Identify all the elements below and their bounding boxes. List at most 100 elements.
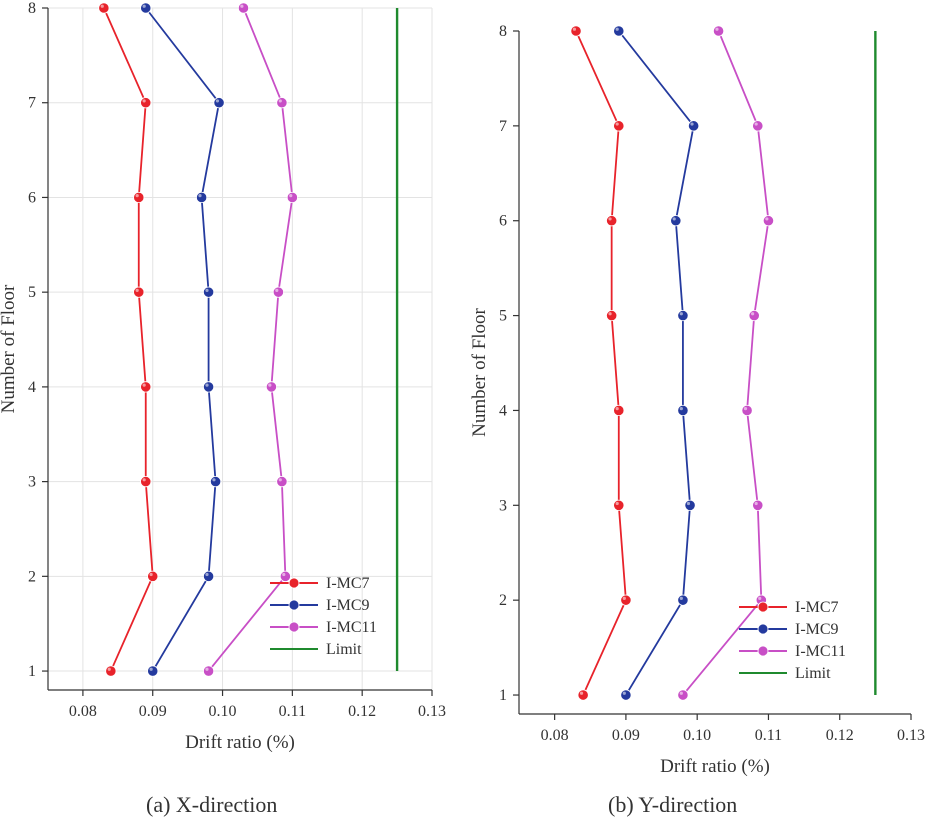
y-direction-point-i-mc11-0: [677, 689, 689, 701]
y-direction-series-i-mc11: [677, 25, 775, 701]
y-direction-point-i-mc11-6: [752, 120, 764, 132]
x-direction-y-tick-label-2: 3: [28, 474, 36, 491]
y-direction-point-highlight-i-mc11-5: [765, 217, 769, 221]
x-direction-series-line-i-mc9: [145, 7, 221, 672]
y-direction-y-tick-label-1: 2: [499, 592, 507, 609]
x-direction-y-axis-title: Number of Floor: [0, 284, 19, 413]
x-direction-legend-marker-i-mc11: [288, 621, 300, 633]
x-direction-y-tick-label-7: 8: [28, 0, 36, 17]
x-direction-point-highlight-i-mc9-5: [198, 194, 202, 198]
y-direction-point-i-mc11-2: [752, 499, 764, 511]
x-direction-legend-label-limit: Limit: [326, 641, 362, 658]
x-direction-series-line-i-mc11: [207, 7, 294, 672]
x-direction-series-i-mc7: [98, 2, 159, 677]
chart-caption-y-direction: (b) Y-direction: [608, 792, 738, 817]
x-direction-y-tick-label-6: 7: [28, 95, 36, 112]
y-direction-series-line-i-mc7: [575, 30, 627, 696]
y-direction-series-line-i-mc9: [618, 30, 695, 696]
y-direction-legend-label-i-mc9: I-MC9: [795, 621, 839, 638]
x-direction-x-tick-label-0: 0.08: [69, 703, 97, 720]
y-direction-point-highlight-i-mc7-0: [579, 691, 584, 695]
y-direction-point-i-mc9-0: [620, 689, 632, 701]
x-direction-point-highlight-i-mc11-1: [282, 572, 286, 577]
x-direction-point-highlight-i-mc7-5: [135, 194, 139, 198]
x-direction-point-highlight-i-mc11-6: [278, 99, 282, 103]
x-direction-x-tick-label-5: 0.13: [418, 703, 446, 720]
y-direction-y-tick-label-6: 7: [499, 118, 507, 135]
x-direction-point-highlight-i-mc11-7: [240, 4, 244, 8]
y-direction-x-tick-label-3: 0.11: [755, 727, 782, 744]
x-direction-legend-marker-i-mc9: [288, 599, 300, 611]
y-direction-point-highlight-i-mc9-5: [672, 217, 676, 221]
y-direction-point-highlight-i-mc9-6: [690, 122, 694, 126]
y-direction-point-highlight-i-mc11-4: [751, 312, 755, 316]
x-direction-x-tick-label-1: 0.09: [139, 703, 167, 720]
y-direction-point-highlight-i-mc9-1: [679, 596, 683, 600]
y-direction-point-i-mc11-5: [762, 215, 775, 227]
y-direction-x-tick-label-4: 0.12: [826, 727, 854, 744]
y-direction-point-i-mc7-5: [606, 215, 618, 227]
y-direction-point-highlight-i-mc9-2: [686, 501, 691, 506]
y-direction-x-tick-label-0: 0.08: [541, 727, 569, 744]
y-direction-x-axis-title: Drift ratio (%): [660, 756, 770, 777]
y-direction-series-i-mc7: [570, 25, 632, 701]
y-direction-x-tick-label-1: 0.09: [612, 727, 640, 744]
y-direction-series-line-i-mc11: [682, 30, 770, 696]
y-direction-x-tick-label-5: 0.13: [897, 727, 925, 744]
y-direction-y-tick-label-2: 3: [499, 497, 507, 514]
y-direction-point-highlight-i-mc11-2: [754, 501, 758, 506]
y-direction-legend-label-i-mc7: I-MC7: [795, 599, 839, 616]
x-direction-legend-label-i-mc9: I-MC9: [326, 597, 370, 614]
x-direction-point-highlight-i-mc9-6: [215, 99, 220, 103]
y-direction-legend: I-MC7 I-MC9 I-MC11 Limit: [739, 599, 846, 682]
y-direction-point-highlight-i-mc7-4: [608, 312, 612, 316]
x-direction-y-tick-label-3: 4: [28, 379, 36, 396]
x-direction-y-tick-label-0: 1: [28, 663, 36, 680]
x-direction-y-tick-label-1: 2: [28, 568, 36, 585]
x-direction-x-tick-label-2: 0.10: [209, 703, 237, 720]
y-direction-y-tick-label-0: 1: [499, 687, 507, 704]
y-direction-y-tick-label-3: 4: [499, 402, 507, 419]
y-direction-point-i-mc7-2: [613, 499, 625, 511]
y-direction-point-highlight-i-mc7-2: [615, 501, 619, 506]
y-direction-point-i-mc7-7: [570, 25, 582, 37]
x-direction-x-axis-title: Drift ratio (%): [185, 732, 295, 753]
x-direction-point-highlight-i-mc11-2: [278, 478, 282, 482]
y-direction-point-highlight-i-mc7-6: [615, 122, 619, 126]
chart-caption-x-direction: (a) X-direction: [146, 792, 278, 817]
x-direction-series-i-mc11: [202, 2, 298, 677]
y-direction-point-highlight-i-mc11-0: [679, 691, 683, 695]
y-direction-point-i-mc7-3: [613, 404, 625, 417]
x-direction-x-tick-label-3: 0.11: [279, 703, 306, 720]
y-direction-point-i-mc9-5: [670, 215, 682, 227]
y-direction-point-highlight-i-mc7-3: [615, 407, 619, 411]
x-direction-point-highlight-i-mc11-4: [275, 288, 279, 292]
y-direction-point-highlight-i-mc11-3: [743, 407, 748, 411]
y-direction-point-highlight-i-mc11-7: [715, 27, 719, 31]
x-direction-point-highlight-i-mc7-2: [142, 478, 146, 482]
y-direction-point-i-mc9-2: [684, 499, 696, 511]
y-direction-point-highlight-i-mc7-5: [608, 217, 612, 221]
y-direction-point-highlight-i-mc11-1: [758, 596, 762, 600]
y-direction-point-highlight-i-mc7-1: [622, 596, 626, 600]
x-direction-legend: I-MC7 I-MC9 I-MC11 Limit: [270, 575, 377, 658]
y-direction-legend-marker-i-mc9: [757, 623, 769, 635]
x-direction-point-highlight-i-mc9-7: [142, 4, 146, 8]
x-direction-series-i-mc9: [140, 2, 225, 677]
y-direction-point-i-mc7-1: [620, 594, 632, 606]
x-direction-point-highlight-i-mc7-6: [142, 99, 146, 103]
x-direction-series-line-i-mc7: [103, 7, 154, 672]
x-direction-y-tick-label-5: 6: [28, 189, 36, 206]
x-direction-y-tick-label-4: 5: [28, 284, 36, 301]
y-direction-point-i-mc7-0: [577, 689, 589, 701]
y-direction-y-axis-title: Number of Floor: [469, 307, 490, 436]
x-direction-legend-marker-i-mc7: [288, 577, 300, 589]
y-direction-point-highlight-i-mc9-0: [622, 691, 626, 695]
x-direction-point-highlight-i-mc7-7: [100, 4, 104, 8]
y-direction-legend-label-i-mc11: I-MC11: [795, 643, 846, 660]
y-direction-series-i-mc9: [613, 25, 700, 701]
x-direction-point-highlight-i-mc7-4: [135, 288, 139, 292]
x-direction-point-highlight-i-mc9-3: [205, 383, 209, 387]
y-direction-point-i-mc9-4: [677, 309, 689, 322]
